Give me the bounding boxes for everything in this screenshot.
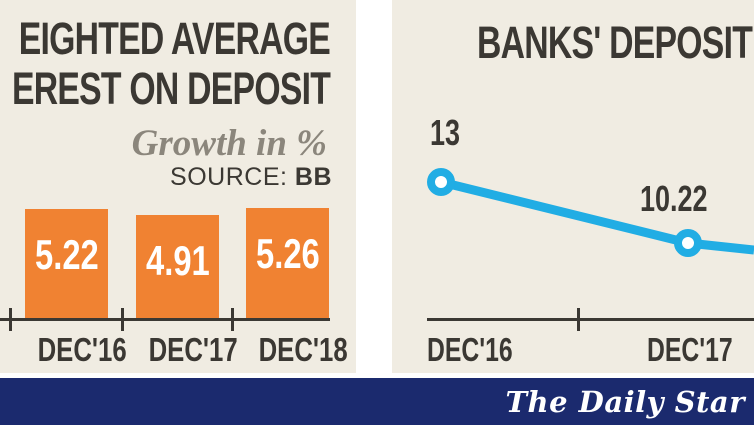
axis-tick xyxy=(231,308,234,331)
footer-bar: The Daily Star xyxy=(0,378,754,425)
bar-chart-panel: EIGHTED AVERAGE EREST ON DEPOSIT Growth … xyxy=(0,0,356,373)
daily-star-logo: The Daily Star xyxy=(505,384,745,419)
x-label-dec18: DEC'18 xyxy=(258,331,348,368)
bar-value-dec17: 4.91 xyxy=(145,237,210,284)
source-line: SOURCE: BB xyxy=(170,163,332,192)
line-chart-x-axis xyxy=(427,318,754,321)
deposit-growth-line xyxy=(427,168,754,257)
x-label-dec17: DEC'17 xyxy=(148,331,238,368)
chart-subtitle: Growth in % xyxy=(131,123,327,164)
bar-chart-title-line2: EREST ON DEPOSIT xyxy=(11,63,331,114)
bar-dec16: 5.22 xyxy=(25,209,108,318)
point-value-dec16: 13 xyxy=(430,112,461,153)
axis-tick xyxy=(121,308,124,331)
source-value: BB xyxy=(294,163,332,191)
axis-tick xyxy=(9,308,12,331)
bar-dec17: 4.91 xyxy=(136,215,219,318)
line-chart-panel: BANKS' DEPOSIT 13 10.22 DEC'16 DEC'17 xyxy=(392,0,754,373)
x-label-dec16: DEC'16 xyxy=(427,331,513,368)
source-label: SOURCE: xyxy=(170,163,288,191)
marker-dec17 xyxy=(674,229,702,257)
bar-chart-x-axis xyxy=(0,318,330,321)
x-label-dec17: DEC'17 xyxy=(647,331,733,368)
marker-dec16 xyxy=(427,168,455,196)
bar-dec18: 5.26 xyxy=(246,208,329,318)
bar-value-dec18: 5.26 xyxy=(255,230,320,277)
bar-value-dec16: 5.22 xyxy=(34,231,99,278)
x-label-dec16: DEC'16 xyxy=(37,331,127,368)
point-value-dec17: 10.22 xyxy=(640,178,708,219)
line-chart-title: BANKS' DEPOSIT xyxy=(477,17,753,68)
axis-tick xyxy=(577,308,580,331)
bar-chart-title: EIGHTED AVERAGE EREST ON DEPOSIT xyxy=(0,13,331,114)
bar-chart-title-line1: EIGHTED AVERAGE xyxy=(18,13,331,64)
